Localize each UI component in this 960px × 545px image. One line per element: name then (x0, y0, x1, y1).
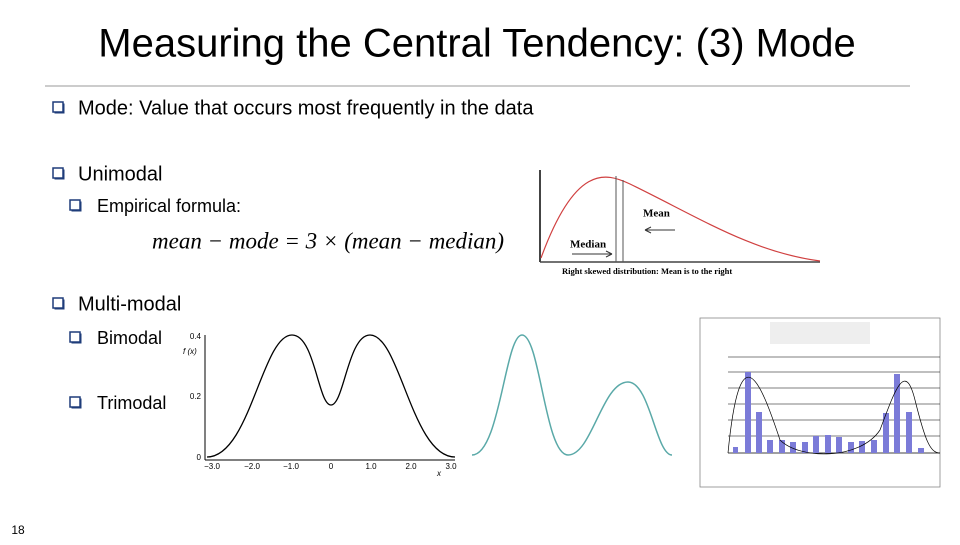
figure-label: Median (570, 239, 606, 251)
formula: mean − mode = 3 × (mean − median) (152, 228, 504, 253)
page-number: 18 (11, 523, 25, 537)
x-tick-label: 1.0 (365, 462, 377, 471)
x-tick-label: 2.0 (405, 462, 417, 471)
y-tick-label: 0 (197, 453, 202, 462)
skew-figure: Mean Median Right skewed distribution: M… (539, 170, 821, 276)
bimodal-figure: f (x) x −3.0 −2.0 −1.0 0 1.0 2.0 3.0 0.4… (183, 332, 457, 478)
axis-label: f (x) (183, 347, 197, 356)
histogram-figure (699, 317, 941, 488)
trimodal-curve (471, 334, 673, 456)
bullet-icon (52, 297, 66, 311)
axis-label: x (436, 469, 442, 478)
sub-bullet: Empirical formula: (97, 196, 241, 216)
x-tick-label: 0 (329, 462, 334, 471)
bullet-icon (52, 167, 66, 181)
sub-bullet: Bimodal (97, 328, 162, 348)
bullet: Unimodal (78, 163, 162, 185)
y-tick-label: 0.2 (190, 392, 202, 401)
x-tick-label: −2.0 (244, 462, 260, 471)
x-tick-label: −1.0 (283, 462, 299, 471)
bullet-icon (69, 331, 83, 345)
figure-caption: Right skewed distribution: Mean is to th… (562, 266, 732, 276)
y-tick-label: 0.4 (190, 332, 202, 341)
x-tick-label: 3.0 (445, 462, 457, 471)
bullet-icon (69, 396, 83, 410)
figure-label: Mean (643, 208, 670, 220)
bullet: Mode: Value that occurs most frequently … (78, 97, 534, 119)
bullet: Multi-modal (78, 293, 181, 315)
x-tick-label: −3.0 (204, 462, 220, 471)
bullet-icon (52, 101, 66, 115)
sub-bullet: Trimodal (97, 393, 166, 413)
bullet-icon (69, 199, 83, 213)
slide-title: Measuring the Central Tendency: (3) Mode (98, 22, 855, 66)
